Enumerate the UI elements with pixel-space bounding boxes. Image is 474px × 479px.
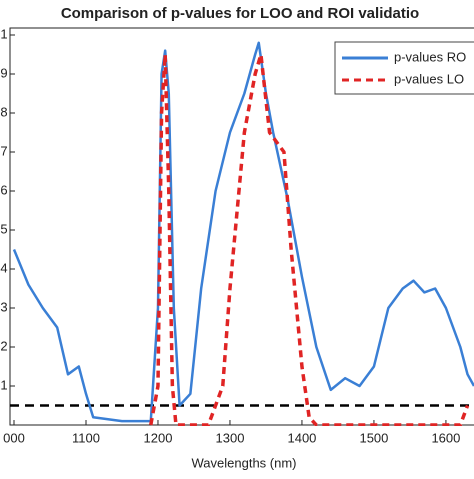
legend-label: p-values LO <box>394 71 464 86</box>
x-tick-label: 1100 <box>72 430 100 445</box>
y-tick-label: 1 <box>0 377 7 392</box>
plot-frame <box>9 27 474 426</box>
y-tick-label: 6 <box>0 182 7 197</box>
series-line <box>12 41 474 423</box>
x-tick-label: 1600 <box>431 430 460 445</box>
legend: p-values RO p-values LO <box>334 41 474 95</box>
y-tick-label: 1 <box>0 26 7 41</box>
y-tick-label: 2 <box>0 338 7 353</box>
legend-label: p-values RO <box>394 49 466 64</box>
x-tick-label: 1400 <box>287 430 316 445</box>
x-axis-label: Wavelengths (nm) <box>192 455 297 470</box>
legend-box <box>334 41 474 95</box>
y-tick-label: 4 <box>0 260 7 275</box>
plot-area <box>10 41 474 426</box>
y-tick-label: 8 <box>0 104 7 119</box>
y-tick-label: 7 <box>0 143 7 158</box>
x-tick-label: 1500 <box>359 430 388 445</box>
y-tick-label: 5 <box>0 221 7 236</box>
chart-title: Comparison of p-values for LOO and ROI v… <box>61 5 419 22</box>
x-tick-label: 1200 <box>144 430 173 445</box>
y-tick-label: 3 <box>0 299 7 314</box>
x-tick-label: 1300 <box>216 430 245 445</box>
x-tick-label: 000 <box>3 430 25 445</box>
y-tick-label: 9 <box>0 65 7 80</box>
series-line <box>149 52 470 426</box>
